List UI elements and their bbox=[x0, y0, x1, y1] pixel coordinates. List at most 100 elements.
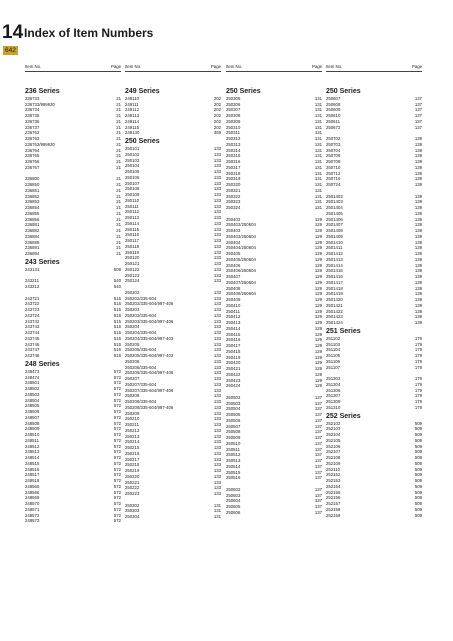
item-number: 249113 bbox=[125, 113, 140, 118]
page-ref: 131 bbox=[314, 176, 322, 182]
index-row: 250415 129 bbox=[226, 332, 322, 338]
index-row: 236763/999930 21 bbox=[25, 142, 121, 148]
item-number: 248509 bbox=[25, 426, 40, 432]
item-number: 249112 bbox=[125, 107, 140, 113]
page-ref: 139 bbox=[414, 302, 422, 308]
item-number: 250506 bbox=[226, 417, 241, 423]
index-row: 2501406 139 bbox=[326, 217, 422, 223]
index-row: 250605 137 bbox=[226, 504, 322, 510]
item-number: 236763/999930 bbox=[25, 141, 55, 147]
page-header: Page bbox=[411, 64, 422, 69]
page-ref: 137 bbox=[314, 423, 322, 429]
index-row: 250421 129 bbox=[226, 366, 322, 372]
page-ref: 133 bbox=[213, 324, 221, 330]
page-ref: 515 bbox=[113, 353, 121, 358]
index-row: 250610 137 bbox=[326, 113, 422, 119]
item-number: 248508 bbox=[25, 420, 40, 426]
item-number: 250215 bbox=[125, 445, 140, 450]
page-ref: 515 bbox=[113, 312, 121, 318]
page-ref: 139 bbox=[414, 141, 422, 147]
page-title: Index of Item Numbers bbox=[24, 26, 154, 40]
page-ref: 133 bbox=[213, 151, 221, 157]
item-number: 248474 bbox=[25, 374, 40, 380]
page-ref: 133 bbox=[213, 335, 221, 341]
page-ref: 129 bbox=[314, 256, 322, 262]
item-number: 248504 bbox=[25, 397, 40, 403]
index-row: 252103 509 bbox=[326, 426, 422, 432]
index-row: 250208/335-604 133 bbox=[125, 399, 221, 405]
page-ref: 137 bbox=[314, 440, 322, 446]
item-number: 251107 bbox=[326, 364, 341, 370]
index-row: 236855 21 bbox=[25, 211, 121, 217]
page-ref: 129 bbox=[314, 251, 322, 256]
page-ref: 509 bbox=[414, 466, 422, 472]
index-row: 250108 133 bbox=[125, 186, 221, 192]
item-number: 250607 bbox=[326, 95, 341, 101]
page-ref: 133 bbox=[213, 174, 221, 180]
index-row: 250110 133 bbox=[125, 198, 221, 204]
item-number: 250312 bbox=[226, 136, 241, 141]
index-row: 250422 129 bbox=[226, 372, 322, 378]
index-row: 236891 21 bbox=[25, 245, 121, 251]
item-number: 248570 bbox=[25, 501, 40, 506]
series-heading: 250 Series bbox=[125, 138, 160, 145]
series-heading: 252 Series bbox=[326, 412, 361, 420]
index-row: 250116 133 bbox=[125, 232, 221, 238]
index-row: 250706 139 bbox=[326, 153, 422, 159]
item-number: 250420 bbox=[226, 360, 241, 366]
index-row: 250604 137 bbox=[226, 498, 322, 504]
item-number: 2501408 bbox=[326, 228, 343, 233]
index-row: 2501422 139 bbox=[326, 309, 422, 315]
item-number: 250307 bbox=[226, 107, 241, 113]
page-ref: 179 bbox=[414, 393, 422, 399]
page-ref: 133 bbox=[213, 146, 221, 151]
item-number: 252154 bbox=[326, 483, 341, 489]
page-ref: 139 bbox=[414, 279, 422, 285]
page-ref: 133 bbox=[213, 186, 221, 192]
index-row: 250219 133 bbox=[125, 468, 221, 474]
index-row: 250109 133 bbox=[125, 192, 221, 198]
index-row: 248514 572 bbox=[25, 455, 121, 461]
page-ref: 139 bbox=[414, 164, 422, 170]
index-row: 2501413 139 bbox=[326, 257, 422, 263]
item-number: 250111 bbox=[125, 203, 139, 209]
index-row: 250213 133 bbox=[125, 434, 221, 440]
index-row: 250112 133 bbox=[125, 209, 221, 215]
item-number: 250208/335-604 bbox=[125, 399, 157, 404]
page-ref: 572 bbox=[113, 460, 121, 466]
item-number: 250217 bbox=[125, 456, 140, 462]
page-ref: 21 bbox=[116, 187, 121, 193]
item-number: 249110 bbox=[125, 95, 140, 101]
index-row: 2501416 139 bbox=[326, 274, 422, 280]
item-number: 250712 bbox=[326, 170, 341, 176]
index-row: 236737 21 bbox=[25, 125, 121, 131]
item-number: 251310 bbox=[326, 404, 341, 410]
page-ref: 572 bbox=[113, 409, 121, 414]
item-number: 249111 bbox=[125, 101, 139, 107]
index-row: 250403/250604 129 bbox=[226, 234, 322, 240]
index-row: 250111 133 bbox=[125, 204, 221, 210]
page-ref: 572 bbox=[113, 432, 121, 437]
item-number: 250610 bbox=[326, 113, 341, 118]
index-row: 250121 133 bbox=[125, 261, 221, 267]
item-number: 236735 bbox=[25, 113, 40, 118]
item-number: 243212 bbox=[25, 284, 40, 289]
page-ref: 21 bbox=[116, 164, 121, 170]
page-ref: 139 bbox=[414, 308, 422, 314]
item-number: 251306 bbox=[326, 387, 341, 393]
page-ref: 133 bbox=[213, 427, 221, 433]
item-number: 251102 bbox=[326, 335, 341, 341]
page-ref: 515 bbox=[113, 330, 121, 335]
page-ref: 137 bbox=[414, 107, 422, 113]
item-number: 252153 bbox=[326, 478, 341, 483]
index-row: 236884 21 bbox=[25, 234, 121, 240]
item-number: 251104 bbox=[326, 347, 341, 353]
page-ref: 572 bbox=[113, 403, 121, 409]
item-number: 250406 bbox=[226, 262, 241, 268]
item-number: 250202/335-604/997-406 bbox=[125, 301, 174, 307]
item-number: 250107 bbox=[125, 180, 140, 186]
page-ref: 129 bbox=[314, 233, 322, 239]
index-row: 248565 572 bbox=[25, 484, 121, 490]
index-row: 250703 139 bbox=[326, 142, 422, 148]
index-row: 250214 133 bbox=[125, 439, 221, 445]
